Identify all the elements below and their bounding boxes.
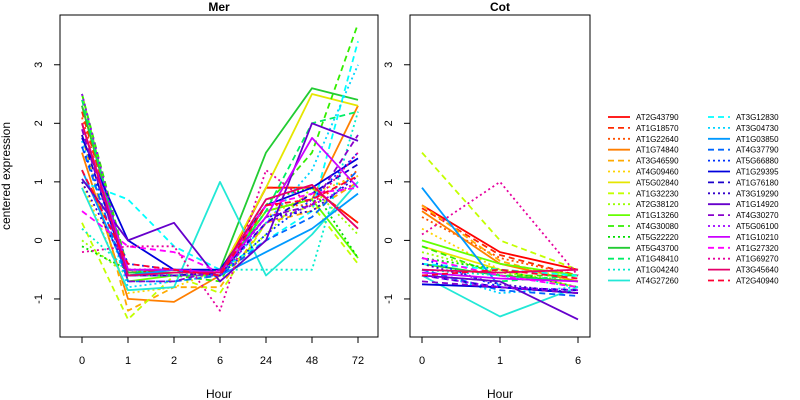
series-line-at3g45640 bbox=[81, 123, 359, 277]
legend-label: AT1G10210 bbox=[736, 233, 779, 242]
legend-label: AT1G22640 bbox=[636, 135, 679, 144]
legend-label: AT1G74840 bbox=[636, 146, 679, 155]
series-line-at1g10210 bbox=[421, 271, 579, 283]
series-line-at1g14920 bbox=[421, 274, 579, 321]
series-line-at1g69270 bbox=[421, 180, 579, 277]
legend-label: AT1G32230 bbox=[636, 189, 679, 198]
legend-label: AT3G46590 bbox=[636, 157, 679, 166]
series-line-at1g32230 bbox=[81, 204, 359, 321]
legend-label: AT1G03850 bbox=[736, 135, 779, 144]
series-line-at1g69270 bbox=[81, 152, 359, 312]
series-line-at3g46590 bbox=[421, 204, 579, 283]
x-tick-label: 1 bbox=[125, 355, 131, 367]
y-tick-label: 2 bbox=[33, 120, 45, 126]
legend-label: AT1G18570 bbox=[636, 124, 679, 133]
x-tick-label: 48 bbox=[306, 355, 318, 367]
series-line-at5g02840 bbox=[421, 245, 579, 289]
plot-frame bbox=[59, 14, 379, 338]
series-line-at4g30270 bbox=[421, 280, 579, 294]
series-line-at4g37790 bbox=[421, 268, 579, 297]
series-line-at3g04730 bbox=[421, 268, 579, 295]
x-tick-label: 2 bbox=[171, 355, 177, 367]
panel-cot: Cot 0 1 6 Hour -1 0 1 2 3 bbox=[383, 0, 591, 400]
panel-title: Mer bbox=[208, 0, 230, 14]
y-tick-label: 3 bbox=[383, 62, 395, 68]
series-line-at3g12830 bbox=[421, 262, 579, 277]
series-line-at5g43700 bbox=[81, 87, 359, 274]
series-line-at3g19290 bbox=[81, 175, 359, 277]
legend-label: AT1G27320 bbox=[736, 244, 779, 253]
x-tick-label: 6 bbox=[217, 355, 223, 367]
series-line-at1g14920 bbox=[81, 122, 359, 283]
series-line-at5g22220 bbox=[421, 257, 579, 289]
legend-label: AT5G66880 bbox=[736, 157, 779, 166]
series-line-at1g13260 bbox=[421, 239, 579, 277]
legend-label: AT1G13260 bbox=[636, 211, 679, 220]
y-tick-label: -1 bbox=[383, 294, 395, 304]
series-line-at1g48410 bbox=[421, 274, 579, 283]
legend-label: AT1G69270 bbox=[736, 255, 779, 264]
x-tick-label: 24 bbox=[260, 355, 272, 367]
y-axis-label: centered expression bbox=[0, 122, 13, 230]
legend-label: AT1G48410 bbox=[636, 255, 679, 264]
legend-label: AT3G12830 bbox=[736, 113, 779, 122]
legend-label: AT5G02840 bbox=[636, 178, 679, 187]
panel-mer: Mer 0 1 2 6 24 48 72 Hour -1 0 1 2 3 bbox=[33, 0, 379, 400]
legend-label: AT4G27260 bbox=[636, 277, 679, 286]
x-tick-label: 0 bbox=[79, 355, 85, 367]
series-line-at5g43700 bbox=[421, 262, 579, 283]
x-axis-label: Hour bbox=[206, 387, 232, 400]
legend-label: AT5G22220 bbox=[636, 233, 679, 242]
legend-label: AT1G29395 bbox=[736, 168, 779, 177]
legend: AT2G43790 AT1G18570 AT1G22640 AT1G74840 AT3G… bbox=[608, 113, 779, 286]
series-line-at3g12830 bbox=[81, 41, 359, 271]
legend-label: AT3G45640 bbox=[736, 266, 779, 275]
series-line-at4g27260 bbox=[81, 180, 359, 292]
y-tick-label: 3 bbox=[33, 62, 45, 68]
legend-label: AT3G04730 bbox=[736, 124, 779, 133]
x-axis-label: Hour bbox=[487, 387, 513, 400]
series-line-at4g30270 bbox=[81, 128, 359, 283]
series-line-at5g06100 bbox=[421, 274, 579, 292]
legend-label: AT4G09460 bbox=[636, 168, 679, 177]
y-tick-label: 1 bbox=[383, 179, 395, 185]
series-line-at2g40940 bbox=[81, 169, 359, 277]
y-tick-label: -1 bbox=[33, 294, 45, 304]
x-tick-label: 0 bbox=[419, 355, 425, 367]
x-tick-label: 6 bbox=[575, 355, 581, 367]
legend-label: AT2G38120 bbox=[636, 200, 679, 209]
series-line-at1g22640 bbox=[421, 216, 579, 277]
legend-label: AT1G04240 bbox=[636, 266, 679, 275]
legend-label: AT1G14920 bbox=[736, 200, 779, 209]
plot-frame bbox=[409, 14, 591, 338]
y-tick-label: 2 bbox=[383, 120, 395, 126]
legend-label: AT2G40940 bbox=[736, 277, 779, 286]
series-line-at1g27320 bbox=[421, 257, 579, 289]
y-tick-label: 1 bbox=[33, 179, 45, 185]
legend-label: AT4G30080 bbox=[636, 222, 679, 231]
legend-label: AT4G37790 bbox=[736, 146, 779, 155]
y-tick-label: 0 bbox=[33, 237, 45, 243]
legend-label: AT2G43790 bbox=[636, 113, 679, 122]
series-line-at1g32230 bbox=[421, 152, 579, 271]
legend-label: AT1G76180 bbox=[736, 178, 779, 187]
series-line-at3g45640 bbox=[421, 268, 579, 274]
series-line-at4g27260 bbox=[421, 274, 579, 318]
x-tick-label: 72 bbox=[352, 355, 364, 367]
legend-label: AT5G06100 bbox=[736, 222, 779, 231]
y-tick-label: 0 bbox=[383, 237, 395, 243]
x-tick-label: 1 bbox=[497, 355, 503, 367]
series-line-at2g40940 bbox=[421, 268, 579, 280]
panel-title: Cot bbox=[490, 0, 510, 14]
legend-label: AT5G43700 bbox=[636, 244, 679, 253]
legend-label: AT4G30270 bbox=[736, 211, 779, 220]
legend-label: AT3G19290 bbox=[736, 189, 779, 198]
